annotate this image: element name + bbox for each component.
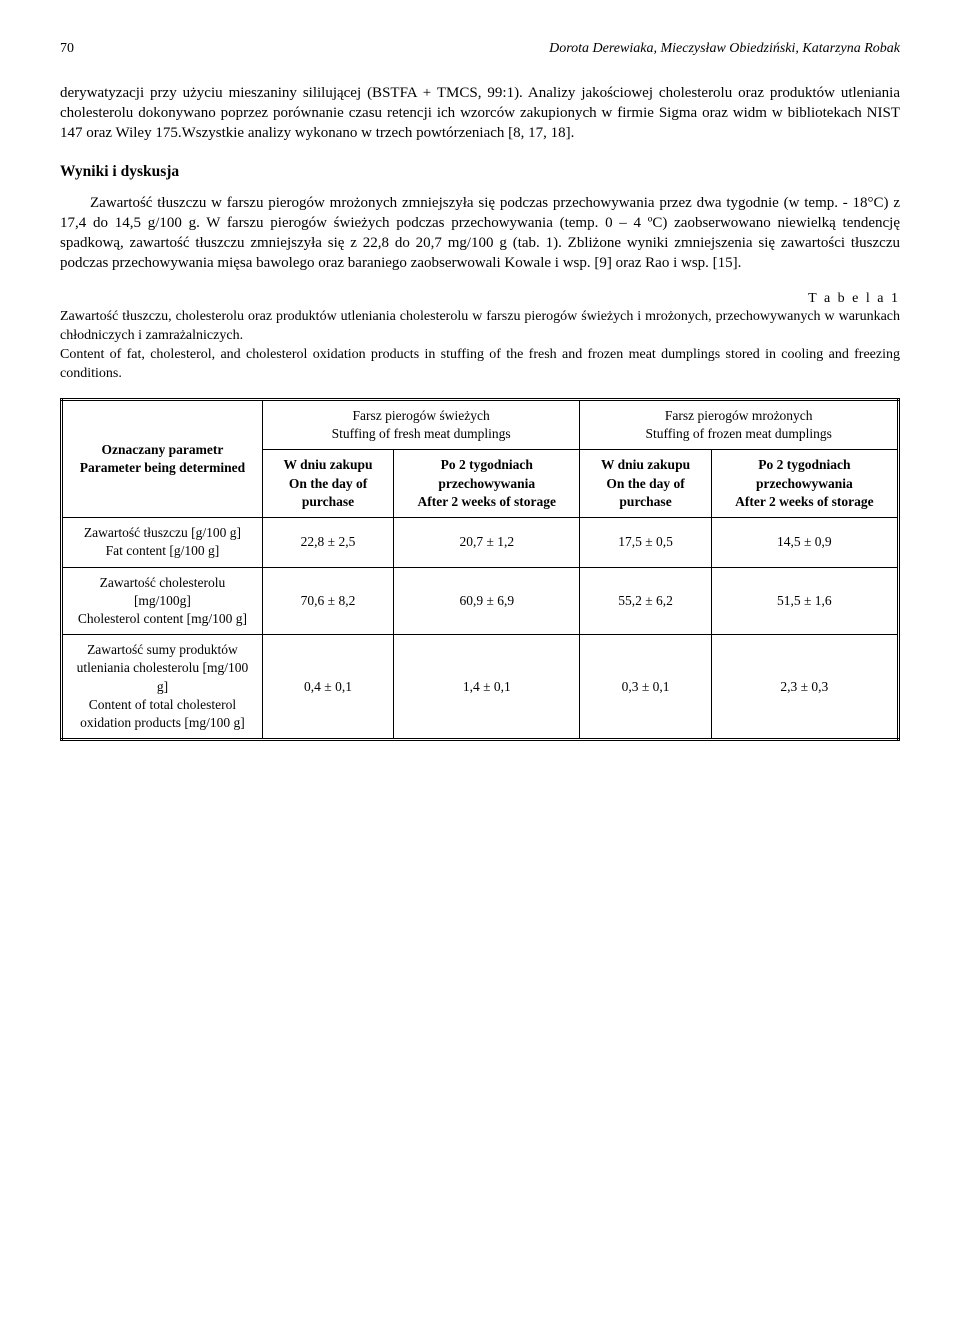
row1-param-pl: Zawartość cholesterolu [mg/100g] <box>100 575 226 608</box>
row1-c1: 70,6 ± 8,2 <box>262 567 393 635</box>
row2-c4: 2,3 ± 0,3 <box>711 635 898 740</box>
frozen-header-pl: Farsz pierogów mrożonych <box>665 408 813 423</box>
table-row: Zawartość sumy produktów utleniania chol… <box>62 635 899 740</box>
table-row: Zawartość cholesterolu [mg/100g] Cholest… <box>62 567 899 635</box>
row0-param: Zawartość tłuszczu [g/100 g] Fat content… <box>62 518 263 567</box>
section-heading: Wyniki i dyskusja <box>60 162 900 183</box>
row0-c4: 14,5 ± 0,9 <box>711 518 898 567</box>
row0-param-pl: Zawartość tłuszczu [g/100 g] <box>84 525 241 540</box>
weeks-en-1: After 2 weeks of storage <box>418 494 556 509</box>
day-pl-1: W dniu zakupu <box>283 457 372 472</box>
day-en-2: On the day of purchase <box>606 476 684 509</box>
table-label: T a b e l a 1 <box>60 290 900 309</box>
table-header-frozen-weeks: Po 2 tygodniach przechowywania After 2 w… <box>711 450 898 518</box>
row2-param-pl: Zawartość sumy produktów utleniania chol… <box>77 642 249 693</box>
paragraph-2: Zawartość tłuszczu w farszu pierogów mro… <box>60 193 900 274</box>
table-header-frozen: Farsz pierogów mrożonych Stuffing of fro… <box>580 400 899 450</box>
row1-c3: 55,2 ± 6,2 <box>580 567 711 635</box>
param-header-pl: Oznaczany parametr <box>102 442 224 457</box>
fresh-header-pl: Farsz pierogów świeżych <box>353 408 490 423</box>
page-header: 70 Dorota Derewiaka, Mieczysław Obiedziń… <box>60 40 900 59</box>
weeks-en-2: After 2 weeks of storage <box>735 494 873 509</box>
weeks-pl-2: Po 2 tygodniach przechowywania <box>756 457 853 490</box>
table-header-fresh-day: W dniu zakupu On the day of purchase <box>262 450 393 518</box>
fresh-header-en: Stuffing of fresh meat dumplings <box>332 426 511 441</box>
param-header-en: Parameter being determined <box>80 460 245 475</box>
row0-c2: 20,7 ± 1,2 <box>394 518 580 567</box>
page-number: 70 <box>60 40 74 59</box>
frozen-header-en: Stuffing of frozen meat dumplings <box>645 426 831 441</box>
table-caption-pl: Zawartość tłuszczu, cholesterolu oraz pr… <box>60 309 900 343</box>
row0-param-en: Fat content [g/100 g] <box>106 543 220 558</box>
table-caption: Zawartość tłuszczu, cholesterolu oraz pr… <box>60 308 900 384</box>
row2-c3: 0,3 ± 0,1 <box>580 635 711 740</box>
row0-c3: 17,5 ± 0,5 <box>580 518 711 567</box>
data-table: Oznaczany parametr Parameter being deter… <box>60 398 900 741</box>
row2-c2: 1,4 ± 0,1 <box>394 635 580 740</box>
table-header-param: Oznaczany parametr Parameter being deter… <box>62 400 263 518</box>
header-authors: Dorota Derewiaka, Mieczysław Obiedziński… <box>549 40 900 59</box>
table-header-row-1: Oznaczany parametr Parameter being deter… <box>62 400 899 450</box>
day-en-1: On the day of purchase <box>289 476 367 509</box>
table-header-fresh-weeks: Po 2 tygodniach przechowywania After 2 w… <box>394 450 580 518</box>
day-pl-2: W dniu zakupu <box>601 457 690 472</box>
row2-param: Zawartość sumy produktów utleniania chol… <box>62 635 263 740</box>
table-caption-en: Content of fat, cholesterol, and cholest… <box>60 347 900 381</box>
row2-c1: 0,4 ± 0,1 <box>262 635 393 740</box>
row1-c2: 60,9 ± 6,9 <box>394 567 580 635</box>
table-row: Zawartość tłuszczu [g/100 g] Fat content… <box>62 518 899 567</box>
weeks-pl-1: Po 2 tygodniach przechowywania <box>438 457 535 490</box>
paragraph-1: derywatyzacji przy użyciu mieszaniny sil… <box>60 83 900 144</box>
row1-param-en: Cholesterol content [mg/100 g] <box>78 611 247 626</box>
table-header-fresh: Farsz pierogów świeżych Stuffing of fres… <box>262 400 580 450</box>
row1-param: Zawartość cholesterolu [mg/100g] Cholest… <box>62 567 263 635</box>
row0-c1: 22,8 ± 2,5 <box>262 518 393 567</box>
table-header-frozen-day: W dniu zakupu On the day of purchase <box>580 450 711 518</box>
row1-c4: 51,5 ± 1,6 <box>711 567 898 635</box>
row2-param-en: Content of total cholesterol oxidation p… <box>80 697 245 730</box>
